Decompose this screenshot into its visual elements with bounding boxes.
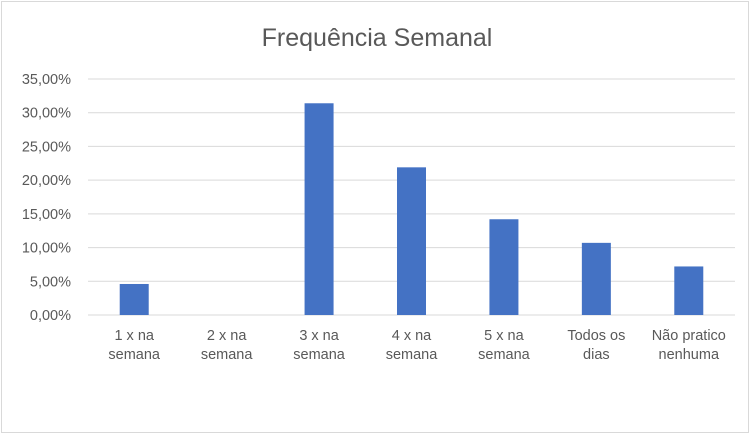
y-tick-label: 35,00%: [22, 72, 71, 88]
y-tick-label: 25,00%: [22, 139, 71, 155]
bars: [119, 103, 704, 315]
y-tick-label: 30,00%: [22, 106, 71, 122]
y-tick-label: 10,00%: [22, 241, 71, 257]
x-category-label: 3 x na semana: [293, 328, 346, 363]
bar: [119, 283, 149, 315]
x-category-label: Todos os dias: [567, 328, 625, 363]
y-tick-label: 20,00%: [22, 173, 71, 189]
y-tick-label: 5,00%: [30, 274, 71, 290]
x-category-label: 2 x na semana: [201, 328, 254, 363]
x-category-label: 5 x na semana: [478, 328, 531, 363]
y-axis-tick-labels: 0,00% 5,00% 10,00% 15,00% 20,00% 25,00% 30,00%…: [22, 72, 71, 324]
y-tick-label: 0,00%: [30, 308, 71, 324]
bar: [489, 219, 519, 315]
bar: [674, 266, 704, 315]
bar: [397, 167, 426, 315]
chart-title: Frequência Semanal: [262, 24, 493, 52]
x-category-label: 1 x na semana: [108, 328, 161, 363]
y-tick-label: 15,00%: [22, 207, 71, 223]
bar: [304, 103, 334, 315]
bar: [581, 242, 611, 315]
x-category-label: 4 x na semana: [386, 328, 439, 363]
x-category-label: Não pratico nenhuma: [652, 328, 726, 363]
x-axis-category-labels: 1 x na semana 2 x na semana 3 x na semana 4 x …: [108, 328, 725, 363]
